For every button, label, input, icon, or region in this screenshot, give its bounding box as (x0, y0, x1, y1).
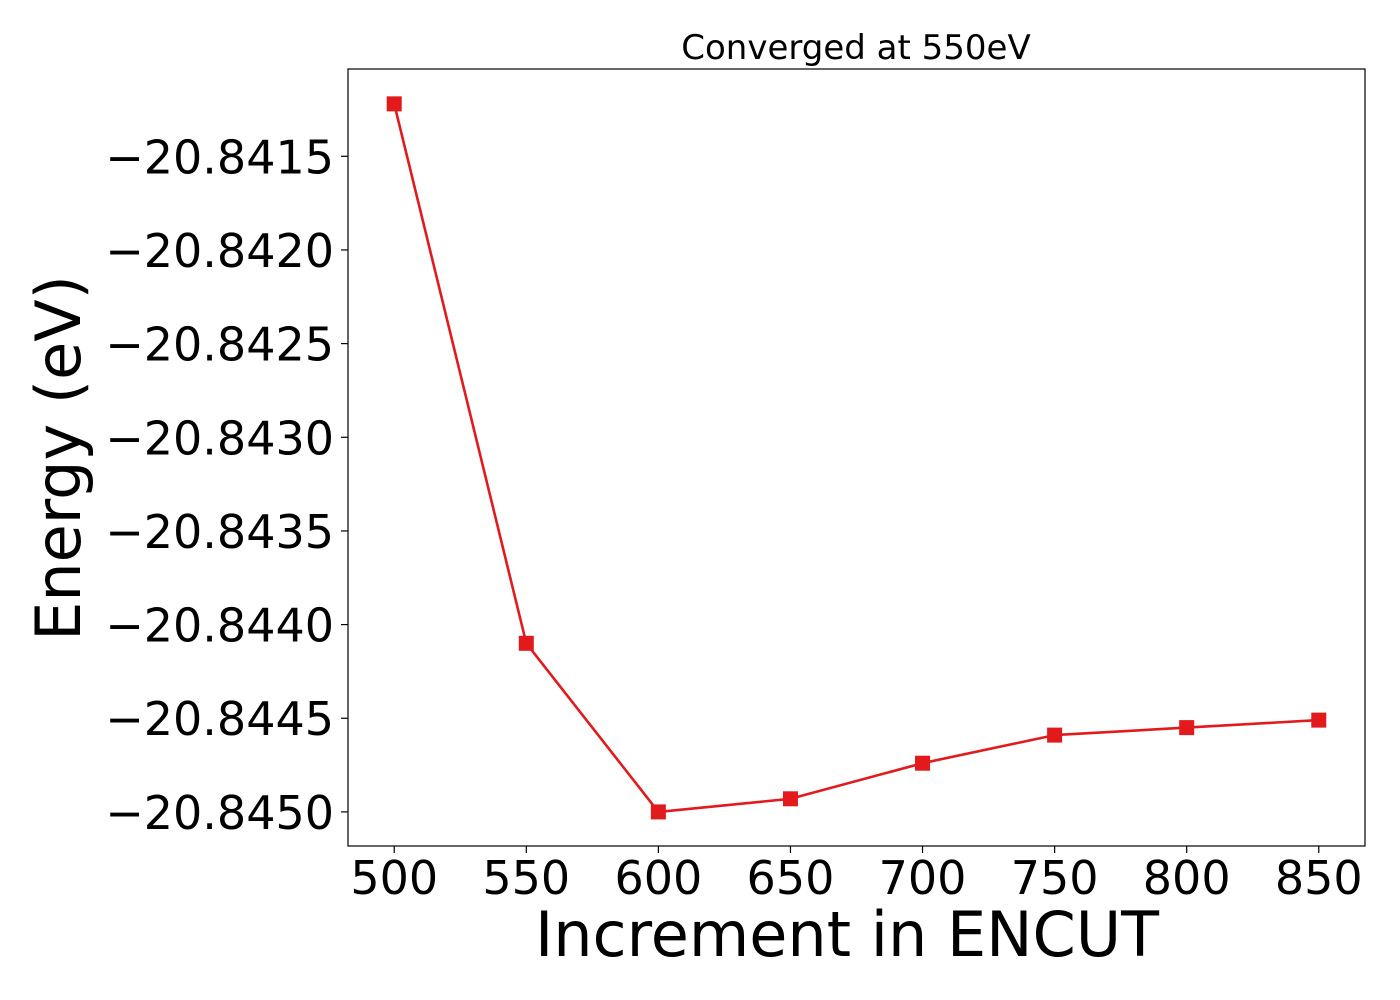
y-tick-label: −20.8420 (105, 224, 334, 278)
x-tick-label: 750 (1011, 851, 1099, 905)
data-point (915, 755, 931, 771)
data-point (1179, 720, 1195, 736)
data-point (386, 96, 402, 112)
y-tick-label: −20.8440 (105, 599, 334, 653)
chart-title: Converged at 550eV (681, 28, 1030, 68)
y-tick-label: −20.8430 (105, 411, 334, 465)
x-tick-label: 650 (747, 851, 835, 905)
y-axis-label: Energy (eV) (22, 275, 95, 641)
data-point (782, 791, 798, 807)
x-tick-label: 800 (1143, 851, 1231, 905)
x-tick-label: 850 (1275, 851, 1363, 905)
y-tick-label: −20.8415 (105, 130, 334, 184)
y-tick-label: −20.8445 (105, 692, 334, 746)
y-tick-label: −20.8435 (105, 505, 334, 559)
data-point (1311, 712, 1327, 728)
series-group (386, 96, 1327, 820)
x-tick-label: 500 (350, 851, 438, 905)
series-line (392, 103, 1319, 814)
x-tick-label: 700 (879, 851, 967, 905)
x-tick-label: 600 (614, 851, 702, 905)
y-axis: −20.8415 −20.8420 −20.8425 −20.8430 −20.8435… (105, 130, 348, 840)
y-tick-label: −20.8450 (105, 786, 334, 840)
x-axis-label: Increment in ENCUT (535, 898, 1160, 971)
data-point (1047, 727, 1063, 743)
x-tick-label: 550 (482, 851, 570, 905)
data-point (650, 804, 666, 820)
data-point (518, 635, 534, 651)
y-tick-label: −20.8425 (105, 318, 334, 372)
x-axis: 500 550 600 650 700 750 800 850 (350, 846, 1363, 905)
plot-frame (347, 68, 1366, 847)
